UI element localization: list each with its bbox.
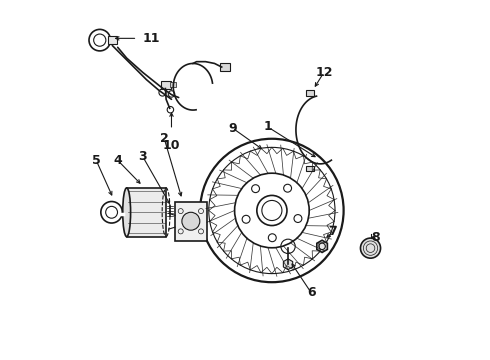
Bar: [108, 36, 117, 44]
Text: 9: 9: [228, 122, 237, 135]
Bar: [306, 90, 314, 96]
Text: 2: 2: [160, 132, 169, 145]
Polygon shape: [317, 240, 327, 252]
Text: 6: 6: [307, 287, 316, 300]
Ellipse shape: [122, 188, 131, 237]
Text: 8: 8: [371, 231, 380, 244]
Text: 5: 5: [92, 154, 100, 167]
Text: 12: 12: [315, 66, 333, 79]
Text: 3: 3: [139, 150, 147, 163]
Text: 7: 7: [328, 225, 337, 238]
Text: 11: 11: [143, 32, 160, 45]
Text: 10: 10: [163, 139, 180, 152]
Bar: [126, 188, 166, 237]
Circle shape: [361, 238, 381, 258]
Bar: [175, 202, 207, 241]
Circle shape: [182, 212, 200, 230]
Bar: [220, 63, 230, 71]
Bar: [306, 166, 314, 171]
Bar: [170, 82, 176, 87]
Bar: [161, 81, 171, 89]
Polygon shape: [283, 259, 293, 270]
Text: 4: 4: [113, 154, 122, 167]
Text: 1: 1: [264, 120, 272, 133]
